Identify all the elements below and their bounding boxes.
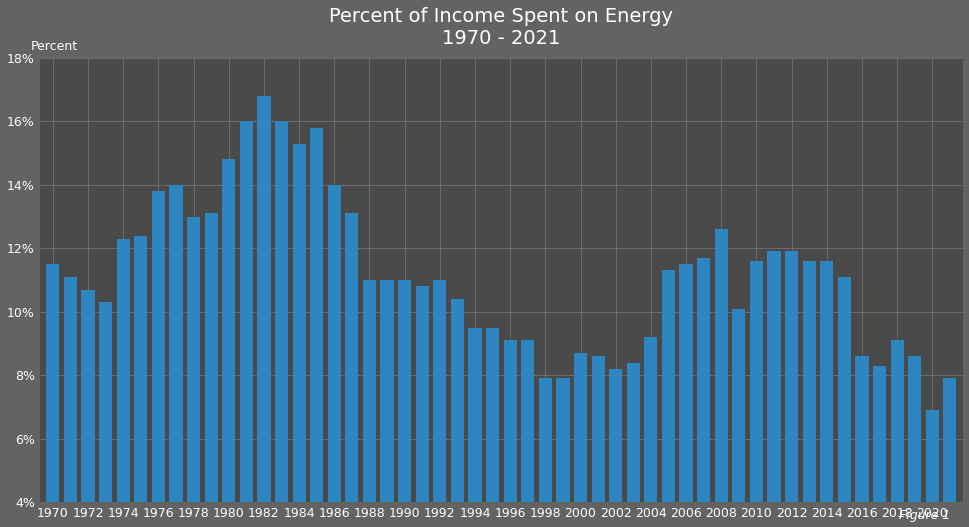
Bar (81, 289, 95, 527)
Bar (732, 309, 744, 527)
Bar (661, 270, 674, 527)
Bar (151, 191, 165, 527)
Bar (538, 378, 551, 527)
Bar (64, 277, 77, 527)
Bar (574, 353, 586, 527)
Bar (451, 299, 463, 527)
Bar (468, 328, 481, 527)
Bar (520, 340, 534, 527)
Bar (503, 340, 516, 527)
Bar (626, 363, 640, 527)
Bar (784, 251, 797, 527)
Bar (924, 410, 938, 527)
Bar (222, 159, 235, 527)
Bar (556, 378, 569, 527)
Bar (99, 302, 112, 527)
Bar (855, 356, 867, 527)
Bar (362, 280, 376, 527)
Text: Percent: Percent (30, 41, 78, 53)
Bar (837, 277, 850, 527)
Bar (678, 264, 692, 527)
Bar (433, 280, 446, 527)
Bar (591, 356, 604, 527)
Bar (257, 96, 270, 527)
Bar (134, 236, 147, 527)
Bar (801, 261, 815, 527)
Bar (820, 261, 832, 527)
Bar (890, 340, 903, 527)
Bar (415, 286, 428, 527)
Bar (204, 213, 217, 527)
Bar (310, 128, 323, 527)
Bar (380, 280, 393, 527)
Bar (397, 280, 411, 527)
Bar (187, 217, 200, 527)
Bar (766, 251, 780, 527)
Text: Figure 1: Figure 1 (898, 509, 950, 522)
Bar (274, 121, 288, 527)
Bar (872, 366, 886, 527)
Bar (942, 378, 955, 527)
Bar (293, 143, 305, 527)
Bar (609, 369, 622, 527)
Bar (328, 185, 340, 527)
Bar (170, 185, 182, 527)
Bar (116, 239, 130, 527)
Bar (47, 264, 59, 527)
Bar (239, 121, 253, 527)
Title: Percent of Income Spent on Energy
1970 - 2021: Percent of Income Spent on Energy 1970 -… (329, 7, 672, 48)
Bar (907, 356, 921, 527)
Bar (714, 229, 727, 527)
Bar (749, 261, 763, 527)
Bar (345, 213, 359, 527)
Bar (697, 258, 709, 527)
Bar (485, 328, 499, 527)
Bar (643, 337, 657, 527)
